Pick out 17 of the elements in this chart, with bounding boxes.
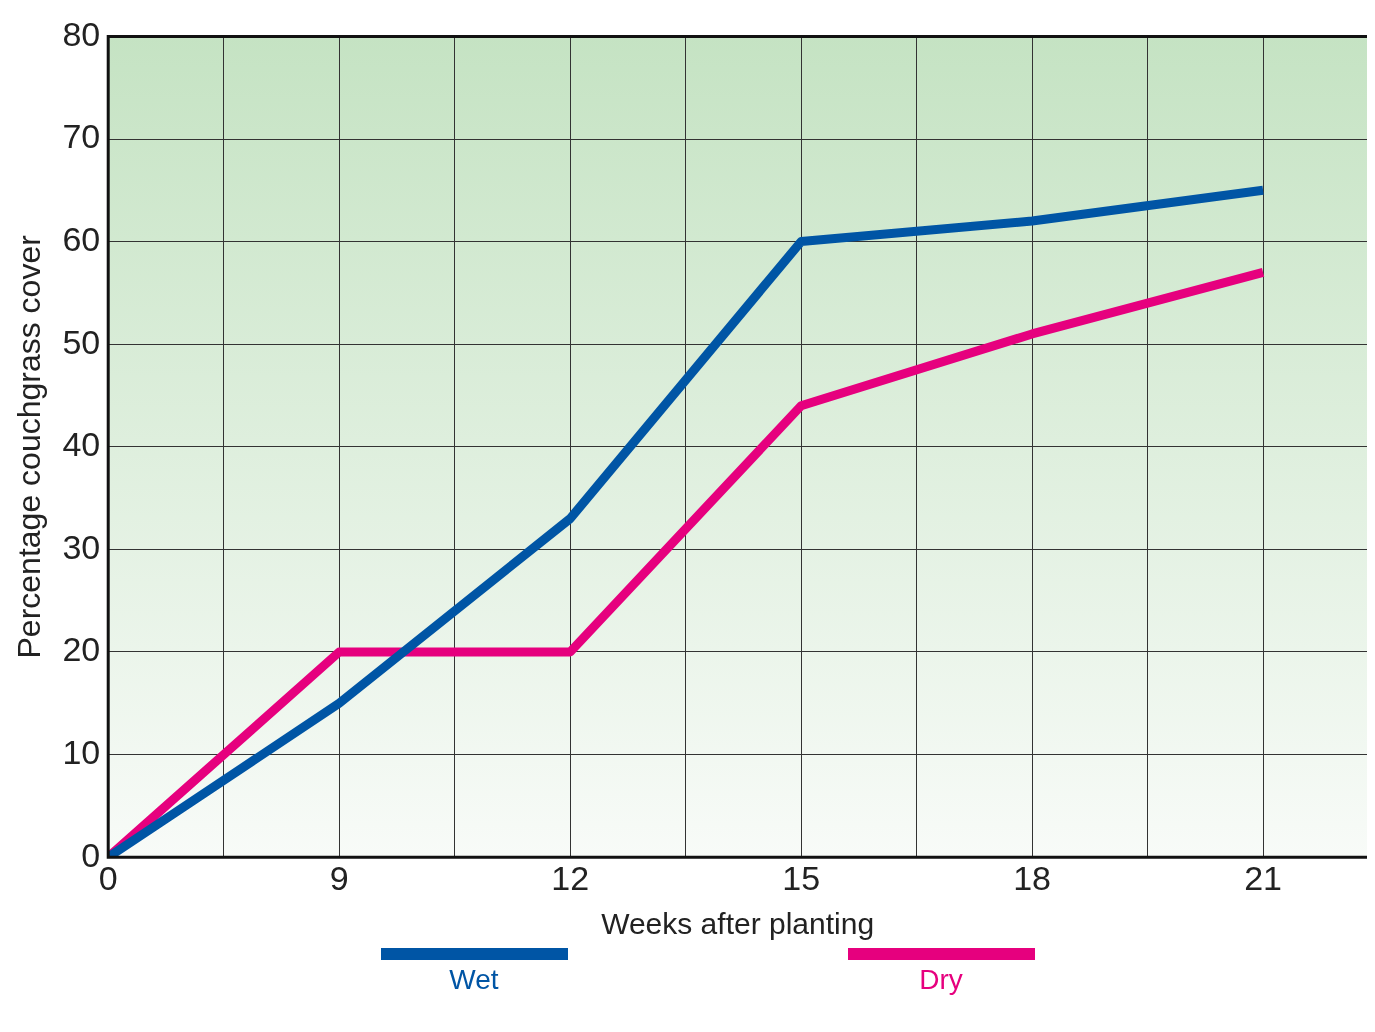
x-tick-label: 12 (551, 858, 590, 897)
y-tick-label: 20 (62, 630, 101, 669)
y-tick-label: 40 (62, 425, 101, 464)
x-axis-title: Weeks after planting (601, 907, 875, 941)
y-tick-label: 70 (62, 117, 101, 156)
x-tick-label: 18 (1013, 858, 1052, 897)
text: Dry (919, 964, 963, 996)
text: Wet (449, 964, 499, 996)
y-tick-label: 10 (62, 732, 101, 771)
y-tick-label: 60 (62, 219, 101, 258)
x-tick-label: 21 (1244, 858, 1282, 897)
y-tick-label: 80 (62, 14, 101, 53)
y-tick-label: 30 (62, 527, 101, 566)
y-tick-label: 50 (62, 322, 101, 361)
y-axis-title: Percentage couchgrass cover (11, 234, 48, 659)
x-tick-label: 15 (782, 858, 821, 897)
x-tick-label: 9 (329, 858, 349, 897)
